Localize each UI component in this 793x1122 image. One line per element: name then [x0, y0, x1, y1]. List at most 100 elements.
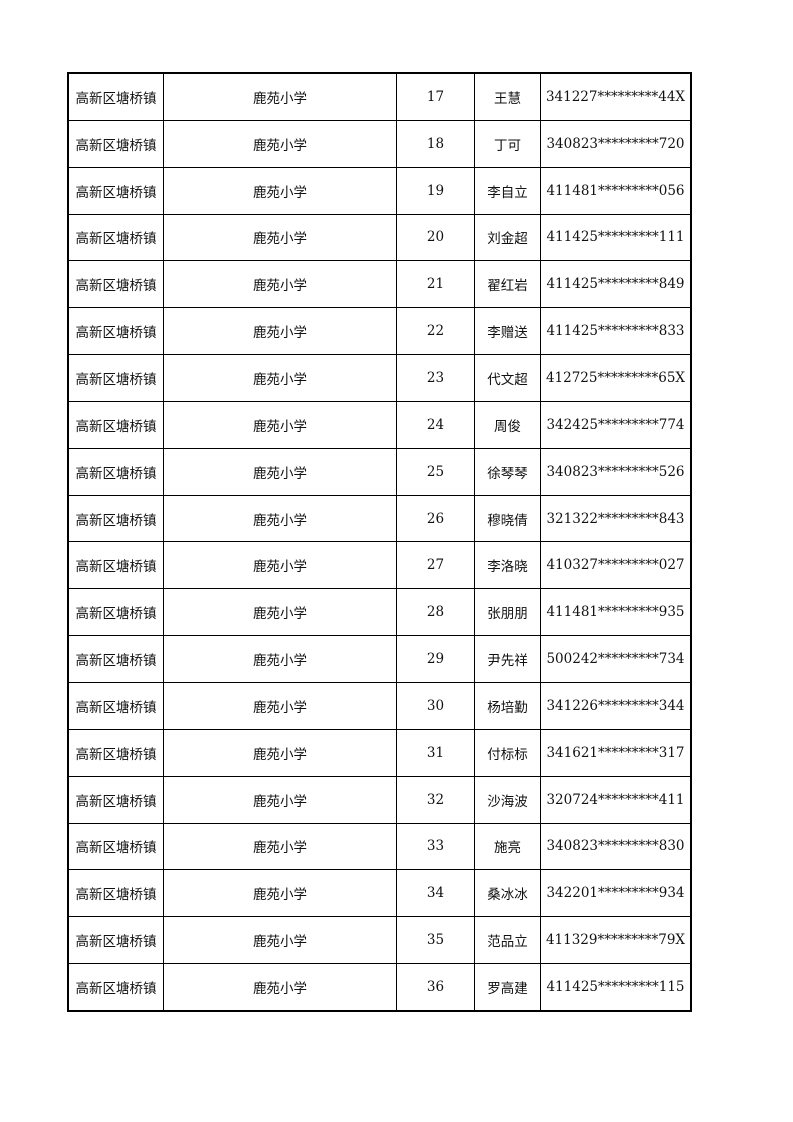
school-cell: 鹿苑小学 [163, 494, 397, 543]
school-cell: 鹿苑小学 [163, 869, 397, 918]
name-cell: 代文超 [474, 354, 541, 402]
district-cell: 高新区塘桥镇 [67, 916, 164, 965]
district-cell: 高新区塘桥镇 [67, 775, 164, 824]
number-cell: 36 [396, 963, 475, 1012]
name-cell: 刘金超 [474, 213, 541, 262]
district-cell: 高新区塘桥镇 [67, 166, 164, 215]
district-cell: 高新区塘桥镇 [67, 213, 164, 262]
table-row: 高新区塘桥镇 鹿苑小学 18 丁可 340823*********720 [67, 119, 692, 168]
id-number-cell: 321322*********843 [540, 494, 692, 543]
id-number-cell: 412725*********65X [540, 354, 692, 402]
school-cell: 鹿苑小学 [163, 635, 397, 683]
school-cell: 鹿苑小学 [163, 775, 397, 824]
table-row: 高新区塘桥镇 鹿苑小学 31 付标标 341621*********317 [67, 728, 692, 777]
school-cell: 鹿苑小学 [163, 916, 397, 965]
number-cell: 34 [396, 869, 475, 918]
school-cell: 鹿苑小学 [163, 72, 397, 121]
number-cell: 31 [396, 728, 475, 777]
name-cell: 王慧 [474, 72, 541, 121]
number-cell: 27 [396, 541, 475, 590]
table-row: 高新区塘桥镇 鹿苑小学 34 桑冰冰 342201*********934 [67, 869, 692, 918]
district-cell: 高新区塘桥镇 [67, 681, 164, 730]
number-cell: 35 [396, 916, 475, 965]
name-cell: 施亮 [474, 822, 541, 871]
school-cell: 鹿苑小学 [163, 588, 397, 637]
number-cell: 26 [396, 494, 475, 543]
table-body: 高新区塘桥镇 鹿苑小学 17 王慧 341227*********44X 高新区塘桥镇 鹿苑… [67, 72, 692, 1012]
id-number-cell: 411425*********849 [540, 260, 692, 309]
name-cell: 徐琴琴 [474, 447, 541, 496]
school-cell: 鹿苑小学 [163, 354, 397, 402]
district-cell: 高新区塘桥镇 [67, 354, 164, 402]
school-cell: 鹿苑小学 [163, 166, 397, 215]
table-row: 高新区塘桥镇 鹿苑小学 21 翟红岩 411425*********849 [67, 260, 692, 309]
district-cell: 高新区塘桥镇 [67, 963, 164, 1012]
table-row: 高新区塘桥镇 鹿苑小学 28 张朋朋 411481*********935 [67, 588, 692, 637]
table-row: 高新区塘桥镇 鹿苑小学 23 代文超 412725*********65X [67, 354, 692, 402]
name-cell: 桑冰冰 [474, 869, 541, 918]
id-number-cell: 320724*********411 [540, 775, 692, 824]
name-cell: 翟红岩 [474, 260, 541, 309]
table-row: 高新区塘桥镇 鹿苑小学 20 刘金超 411425*********111 [67, 213, 692, 262]
school-cell: 鹿苑小学 [163, 963, 397, 1012]
id-number-cell: 340823*********830 [540, 822, 692, 871]
name-cell: 李自立 [474, 166, 541, 215]
id-number-cell: 411425*********833 [540, 307, 692, 356]
id-number-cell: 500242*********734 [540, 635, 692, 683]
name-cell: 杨培勤 [474, 681, 541, 730]
district-cell: 高新区塘桥镇 [67, 869, 164, 918]
number-cell: 32 [396, 775, 475, 824]
name-cell: 丁可 [474, 119, 541, 168]
name-cell: 周俊 [474, 400, 541, 449]
number-cell: 30 [396, 681, 475, 730]
id-number-cell: 341227*********44X [540, 72, 692, 121]
id-number-cell: 411481*********935 [540, 588, 692, 637]
district-cell: 高新区塘桥镇 [67, 307, 164, 356]
table-row: 高新区塘桥镇 鹿苑小学 30 杨培勤 341226*********344 [67, 681, 692, 730]
name-cell: 范品立 [474, 916, 541, 965]
id-number-cell: 340823*********526 [540, 447, 692, 496]
name-cell: 李洛晓 [474, 541, 541, 590]
number-cell: 28 [396, 588, 475, 637]
roster-table: 高新区塘桥镇 鹿苑小学 17 王慧 341227*********44X 高新区塘桥镇 鹿苑… [67, 72, 692, 1012]
table-row: 高新区塘桥镇 鹿苑小学 29 尹先祥 500242*********734 [67, 635, 692, 683]
school-cell: 鹿苑小学 [163, 447, 397, 496]
district-cell: 高新区塘桥镇 [67, 72, 164, 121]
number-cell: 21 [396, 260, 475, 309]
name-cell: 罗高建 [474, 963, 541, 1012]
table-row: 高新区塘桥镇 鹿苑小学 26 穆晓倩 321322*********843 [67, 494, 692, 543]
table-row: 高新区塘桥镇 鹿苑小学 19 李自立 411481*********056 [67, 166, 692, 215]
id-number-cell: 411425*********115 [540, 963, 692, 1012]
school-cell: 鹿苑小学 [163, 119, 397, 168]
district-cell: 高新区塘桥镇 [67, 260, 164, 309]
school-cell: 鹿苑小学 [163, 307, 397, 356]
table-row: 高新区塘桥镇 鹿苑小学 22 李赠送 411425*********833 [67, 307, 692, 356]
name-cell: 付标标 [474, 728, 541, 777]
district-cell: 高新区塘桥镇 [67, 822, 164, 871]
district-cell: 高新区塘桥镇 [67, 728, 164, 777]
number-cell: 24 [396, 400, 475, 449]
table-row: 高新区塘桥镇 鹿苑小学 33 施亮 340823*********830 [67, 822, 692, 871]
district-cell: 高新区塘桥镇 [67, 494, 164, 543]
school-cell: 鹿苑小学 [163, 213, 397, 262]
id-number-cell: 340823*********720 [540, 119, 692, 168]
district-cell: 高新区塘桥镇 [67, 541, 164, 590]
id-number-cell: 411425*********111 [540, 213, 692, 262]
table-row: 高新区塘桥镇 鹿苑小学 35 范品立 411329*********79X [67, 916, 692, 965]
name-cell: 沙海波 [474, 775, 541, 824]
name-cell: 张朋朋 [474, 588, 541, 637]
id-number-cell: 341621*********317 [540, 728, 692, 777]
school-cell: 鹿苑小学 [163, 541, 397, 590]
district-cell: 高新区塘桥镇 [67, 119, 164, 168]
number-cell: 18 [396, 119, 475, 168]
id-number-cell: 342425*********774 [540, 400, 692, 449]
number-cell: 17 [396, 72, 475, 121]
table-row: 高新区塘桥镇 鹿苑小学 27 李洛晓 410327*********027 [67, 541, 692, 590]
school-cell: 鹿苑小学 [163, 681, 397, 730]
number-cell: 33 [396, 822, 475, 871]
table-row: 高新区塘桥镇 鹿苑小学 25 徐琴琴 340823*********526 [67, 447, 692, 496]
number-cell: 22 [396, 307, 475, 356]
number-cell: 19 [396, 166, 475, 215]
number-cell: 29 [396, 635, 475, 683]
district-cell: 高新区塘桥镇 [67, 635, 164, 683]
